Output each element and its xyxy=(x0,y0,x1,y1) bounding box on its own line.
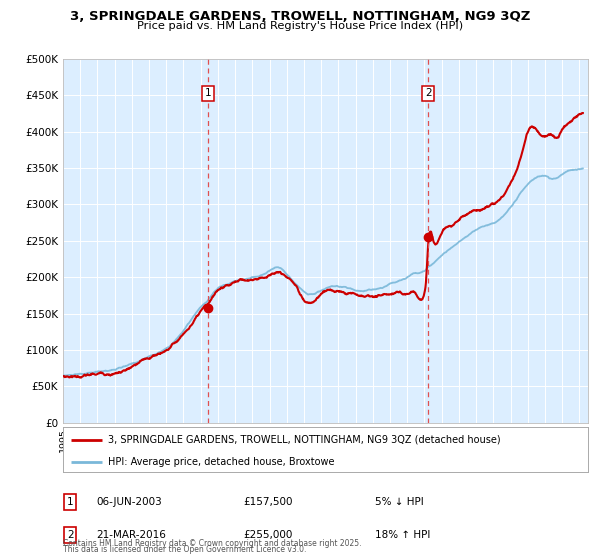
Text: 5% ↓ HPI: 5% ↓ HPI xyxy=(375,497,424,507)
Text: £255,000: £255,000 xyxy=(243,530,292,540)
Text: 3, SPRINGDALE GARDENS, TROWELL, NOTTINGHAM, NG9 3QZ: 3, SPRINGDALE GARDENS, TROWELL, NOTTINGH… xyxy=(70,10,530,23)
Text: 1: 1 xyxy=(67,497,74,507)
Text: 2: 2 xyxy=(67,530,74,540)
Text: This data is licensed under the Open Government Licence v3.0.: This data is licensed under the Open Gov… xyxy=(63,545,307,554)
Text: 2: 2 xyxy=(425,88,431,99)
Text: 1: 1 xyxy=(205,88,212,99)
Text: 06-JUN-2003: 06-JUN-2003 xyxy=(96,497,162,507)
Text: 21-MAR-2016: 21-MAR-2016 xyxy=(96,530,166,540)
Text: £157,500: £157,500 xyxy=(243,497,293,507)
Text: Price paid vs. HM Land Registry's House Price Index (HPI): Price paid vs. HM Land Registry's House … xyxy=(137,21,463,31)
Text: 18% ↑ HPI: 18% ↑ HPI xyxy=(375,530,430,540)
Text: Contains HM Land Registry data © Crown copyright and database right 2025.: Contains HM Land Registry data © Crown c… xyxy=(63,539,361,548)
Text: 3, SPRINGDALE GARDENS, TROWELL, NOTTINGHAM, NG9 3QZ (detached house): 3, SPRINGDALE GARDENS, TROWELL, NOTTINGH… xyxy=(107,435,500,445)
Text: HPI: Average price, detached house, Broxtowe: HPI: Average price, detached house, Brox… xyxy=(107,457,334,467)
